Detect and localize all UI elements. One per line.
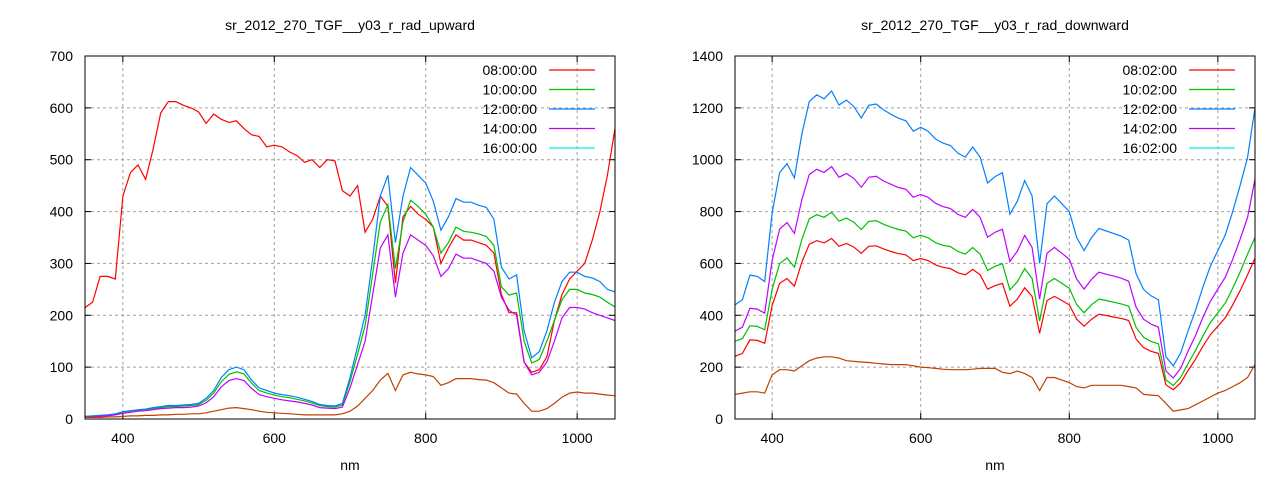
y-tick-label: 100 [50,359,74,375]
x-tick-label: 800 [1058,430,1082,446]
x-tick-label: 600 [909,430,933,446]
legend-label: 10:02:00 [1123,82,1178,98]
y-tick-label: 200 [700,359,724,375]
series-line-08-02-00 [735,237,1255,391]
series-line-16-02-00 [735,356,1255,412]
x-tick-label: 800 [414,430,438,446]
chart-title: sr_2012_270_TGF__y03_r_rad_downward [861,17,1129,33]
legend-label: 10:00:00 [483,82,538,98]
series-line-12-00-00 [85,166,615,417]
legend-label: 16:00:00 [483,140,538,156]
y-tick-label: 500 [50,152,74,168]
plot-frame [734,55,1256,420]
series-line-10-00-00 [85,199,615,418]
x-tick-label: 400 [111,430,135,446]
x-tick-label: 400 [760,430,784,446]
chart-upward: sr_2012_270_TGF__y03_r_rad_upward 0 100 200… [50,17,616,473]
series-line-12-02-00 [735,89,1255,367]
series-line-14-02-00 [735,165,1255,379]
legend-label: 12:00:00 [483,101,538,117]
y-tick-label: 300 [50,255,74,271]
legend-label: 16:02:00 [1123,140,1178,156]
y-tick-label: 1200 [692,100,723,116]
y-tick-label: 400 [50,204,74,220]
y-tick-label: 0 [715,411,723,427]
y-tick-label: 400 [700,307,724,323]
y-tick-label: 1400 [692,48,723,64]
y-tick-label: 1000 [692,152,723,168]
x-axis-label: nm [985,457,1004,473]
y-tick-label: 600 [50,100,74,116]
y-tick-label: 0 [65,411,73,427]
legend-label: 14:00:00 [483,121,538,137]
y-tick-label: 600 [700,255,724,271]
chart-downward: sr_2012_270_TGF__y03_r_rad_downward 0 200 4… [692,17,1256,473]
legend-label: 08:02:00 [1123,62,1178,78]
legend-label: 08:00:00 [483,62,538,78]
series-line-10-02-00 [735,211,1255,387]
plot-frame [84,55,616,420]
legend-label: 12:02:00 [1123,101,1178,117]
chart-title: sr_2012_270_TGF__y03_r_rad_upward [225,17,475,33]
x-tick-label: 1000 [562,430,593,446]
y-tick-label: 200 [50,307,74,323]
y-tick-label: 700 [50,48,74,64]
series-line-14-00-00 [85,233,615,418]
y-tick-label: 800 [700,204,724,220]
legend-label: 14:02:00 [1123,121,1178,137]
x-tick-label: 1000 [1202,430,1233,446]
x-axis-label: nm [340,457,359,473]
x-tick-label: 600 [263,430,287,446]
series-line-16-00-00 [85,371,615,418]
